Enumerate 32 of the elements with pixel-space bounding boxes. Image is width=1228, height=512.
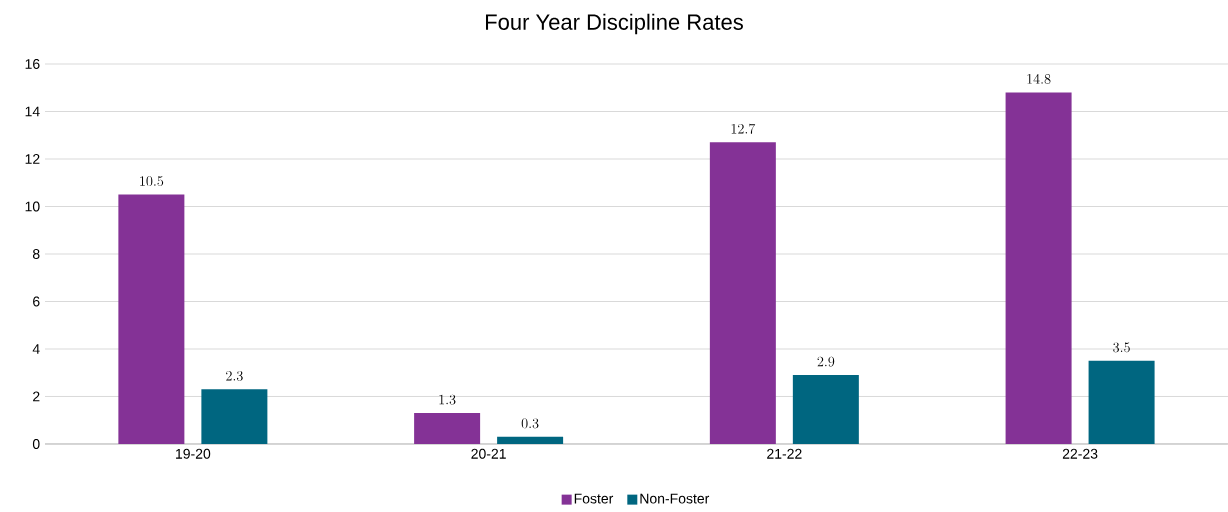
data-label: 1 .3 — [439, 394, 456, 405]
data-label: 10.5 — [140, 176, 164, 187]
bar — [1005, 92, 1072, 444]
bar — [497, 436, 564, 444]
y-tick-label: 12 — [25, 154, 40, 164]
data-label: 12.7 — [731, 123, 756, 134]
legend-label: Foster — [574, 493, 614, 504]
y-tick-label: 2 — [33, 391, 40, 402]
y-tick-label: 0 — [32, 439, 40, 449]
y-tick-label: 10 — [25, 201, 40, 212]
y-tick-label: 16 — [25, 59, 40, 69]
x-tick-label: 19-20 — [176, 448, 211, 459]
chart-title: Four Year Discipline Rates — [486, 13, 743, 35]
x-tick-label: 20-21 — [471, 448, 506, 459]
data-label: 3.5 — [1113, 342, 1130, 353]
y-tick-label: 6 — [33, 296, 40, 307]
data-label: 0.3 — [521, 418, 539, 429]
data-label: 2.3 — [226, 370, 243, 381]
data-label: 14.8 — [1027, 73, 1051, 84]
bar — [118, 194, 185, 444]
bar — [709, 142, 776, 444]
y-tick-label: 8 — [32, 249, 40, 259]
data-label: 2.9 — [817, 356, 835, 367]
bar — [201, 389, 268, 444]
y-tick-label: 4 — [32, 344, 40, 354]
bar — [1088, 360, 1155, 444]
x-tick-label: 21-22 — [767, 448, 802, 459]
y-tick-label: 14 — [25, 106, 40, 117]
x-tick-label: 22-23 — [1062, 448, 1098, 459]
bar — [792, 375, 859, 444]
legend-label: Non-Foster — [640, 493, 710, 504]
bar — [414, 413, 481, 444]
